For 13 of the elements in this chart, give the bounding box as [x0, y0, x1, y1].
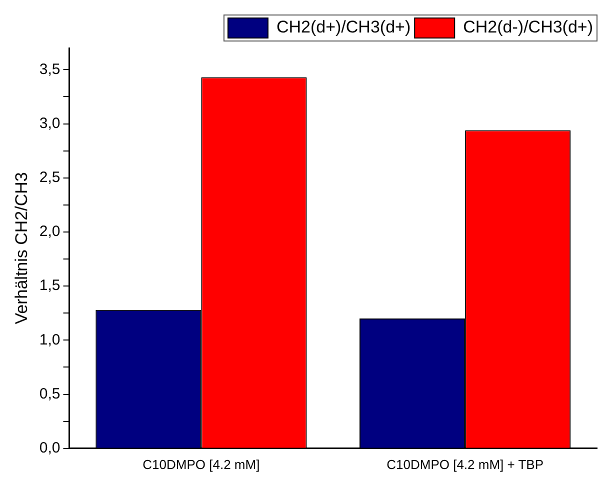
y-axis-title: Verhältnis CH2/CH3 — [12, 172, 31, 324]
y-tick-label: 2,0 — [39, 223, 60, 240]
y-tick-label: 1,5 — [39, 277, 60, 294]
y-tick-label: 3,5 — [39, 60, 60, 78]
y-tick-label: 2,5 — [39, 169, 60, 186]
legend-label: CH2(d+)/CH3(d+) — [276, 18, 411, 37]
y-tick-label: 0,5 — [39, 385, 60, 402]
x-tick-label: C10DMPO [4.2 mM] + TBP — [386, 456, 544, 472]
y-tick-label: 3,0 — [39, 114, 60, 132]
x-tick-label: C10DMPO [4.2 mM] — [142, 456, 260, 472]
y-tick-label: 1,0 — [39, 331, 60, 348]
legend-label: CH2(d-)/CH3(d+) — [463, 18, 594, 37]
y-tick-label: 0,0 — [39, 440, 60, 457]
